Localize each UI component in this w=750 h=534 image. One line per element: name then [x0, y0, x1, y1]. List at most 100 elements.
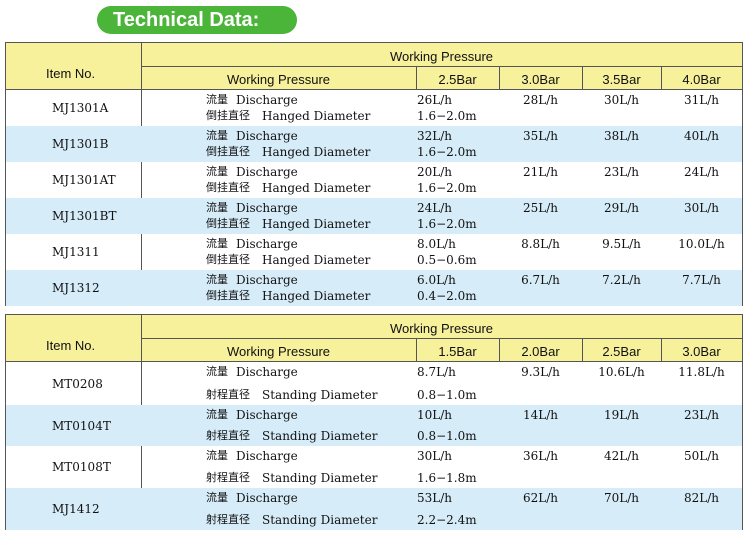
- discharge-value: 42L/h: [603, 449, 639, 463]
- discharge-value: 23L/h: [683, 408, 719, 422]
- discharge-label-zh: 流量: [206, 93, 228, 106]
- discharge-value: 10.0L/h: [678, 237, 725, 251]
- diameter-value: 1.6−2.0m: [417, 181, 477, 195]
- diameter-label: Hanged Diameter: [262, 253, 371, 267]
- discharge-value: 10L/h: [417, 408, 453, 422]
- discharge-label: Discharge: [236, 129, 298, 143]
- pressure-header: 3.0Bar: [521, 72, 560, 87]
- table-row: MJ1311 流量 Discharge 倒挂直径 Hanged Diameter 8.0L…: [6, 234, 742, 270]
- table-row: MJ1301B 流量 Discharge 倒挂直径 Hanged Diameter 32L…: [6, 126, 742, 162]
- item-number: MJ1301BT: [52, 209, 117, 223]
- discharge-value: 6.0L/h: [417, 273, 456, 287]
- diameter-value: 0.8−1.0m: [417, 429, 477, 443]
- pressure-header: 2.5Bar: [602, 344, 641, 359]
- discharge-value: 40L/h: [683, 129, 719, 143]
- discharge-label-zh: 流量: [206, 165, 228, 178]
- discharge-value: 23L/h: [603, 165, 639, 179]
- page-title: Technical Data:: [113, 9, 260, 31]
- divider: [6, 89, 742, 90]
- diameter-label-zh: 倒挂直径: [206, 109, 250, 122]
- item-number: MJ1301B: [52, 137, 109, 151]
- diameter-label-zh: 倒挂直径: [206, 289, 250, 302]
- divider: [661, 66, 662, 89]
- divider: [582, 66, 583, 89]
- diameter-value: 1.6−2.0m: [417, 217, 477, 231]
- discharge-value: 6.7L/h: [521, 273, 560, 287]
- technical-table-1: Item No. Working Pressure Working Pressure…: [5, 42, 743, 306]
- item-number: MJ1312: [52, 281, 100, 295]
- diameter-label: Hanged Diameter: [262, 145, 371, 159]
- item-number: MT0208: [52, 377, 103, 391]
- working-pressure-subheader: Working Pressure: [226, 72, 331, 87]
- discharge-value: 35L/h: [522, 129, 558, 143]
- discharge-value: 10.6L/h: [598, 365, 645, 379]
- divider: [141, 66, 742, 67]
- table-row: MT0104T 流量 Discharge 射程直径 Standing Diameter 1…: [6, 405, 742, 446]
- discharge-value: 28L/h: [522, 93, 558, 107]
- discharge-label: Discharge: [236, 365, 298, 379]
- diameter-label-zh: 倒挂直径: [206, 145, 250, 158]
- discharge-label-zh: 流量: [206, 491, 228, 504]
- item-number: MT0104T: [52, 419, 111, 433]
- diameter-label: Hanged Diameter: [262, 109, 371, 123]
- discharge-value: 32L/h: [417, 129, 453, 143]
- discharge-value: 21L/h: [522, 165, 558, 179]
- item-no-header: Item No.: [46, 66, 96, 81]
- discharge-value: 36L/h: [522, 449, 558, 463]
- divider: [499, 66, 500, 89]
- diameter-label-zh: 射程直径: [206, 429, 250, 442]
- discharge-label: Discharge: [236, 491, 298, 505]
- discharge-value: 20L/h: [417, 165, 453, 179]
- divider: [416, 338, 417, 361]
- diameter-value: 0.8−1.0m: [417, 388, 477, 402]
- table-row: MJ1301AT 流量 Discharge 倒挂直径 Hanged Diameter 20…: [6, 162, 742, 198]
- divider: [499, 338, 500, 361]
- discharge-value: 7.2L/h: [602, 273, 641, 287]
- pressure-header: 3.5Bar: [602, 72, 641, 87]
- table-row: MJ1412 流量 Discharge 射程直径 Standing Diameter 53…: [6, 488, 742, 530]
- discharge-value: 82L/h: [683, 491, 719, 505]
- discharge-label-zh: 流量: [206, 129, 228, 142]
- diameter-label: Hanged Diameter: [262, 181, 371, 195]
- diameter-value: 0.5−0.6m: [417, 253, 477, 267]
- discharge-value: 62L/h: [522, 491, 558, 505]
- discharge-value: 8.8L/h: [521, 237, 560, 251]
- table-row: MJ1301BT 流量 Discharge 倒挂直径 Hanged Diameter 24…: [6, 198, 742, 234]
- diameter-label: Hanged Diameter: [262, 289, 371, 303]
- discharge-value: 9.3L/h: [521, 365, 560, 379]
- discharge-label: Discharge: [236, 449, 298, 463]
- diameter-value: 0.4−2.0m: [417, 289, 477, 303]
- diameter-label-zh: 倒挂直径: [206, 217, 250, 230]
- discharge-value: 29L/h: [603, 201, 639, 215]
- diameter-value: 2.2−2.4m: [417, 513, 477, 527]
- item-number: MJ1311: [52, 245, 100, 259]
- discharge-label-zh: 流量: [206, 201, 228, 214]
- divider: [6, 361, 742, 362]
- diameter-label: Hanged Diameter: [262, 217, 371, 231]
- divider: [141, 43, 142, 305]
- discharge-label-zh: 流量: [206, 408, 228, 421]
- diameter-value: 1.6−2.0m: [417, 145, 477, 159]
- discharge-value: 14L/h: [522, 408, 558, 422]
- table-row: MT0108T 流量 Discharge 射程直径 Standing Diameter 3…: [6, 446, 742, 488]
- divider: [416, 66, 417, 89]
- discharge-value: 8.0L/h: [417, 237, 456, 251]
- discharge-value: 30L/h: [417, 449, 453, 463]
- working-pressure-group-header: Working Pressure: [389, 321, 494, 336]
- discharge-value: 19L/h: [603, 408, 639, 422]
- discharge-value: 8.7L/h: [417, 365, 456, 379]
- diameter-label-zh: 射程直径: [206, 471, 250, 484]
- table-row: MJ1301A 流量 Discharge 倒挂直径 Hanged Diameter 26L…: [6, 90, 742, 126]
- discharge-value: 26L/h: [417, 93, 453, 107]
- discharge-value: 30L/h: [683, 201, 719, 215]
- diameter-label: Standing Diameter: [262, 513, 378, 527]
- discharge-label-zh: 流量: [206, 365, 228, 378]
- discharge-label-zh: 流量: [206, 273, 228, 286]
- discharge-value: 30L/h: [603, 93, 639, 107]
- technical-table-2: Item No. Working Pressure Working Pressure…: [5, 314, 743, 530]
- discharge-value: 9.5L/h: [602, 237, 641, 251]
- divider: [141, 338, 742, 339]
- item-number: MJ1412: [52, 502, 100, 516]
- discharge-value: 7.7L/h: [682, 273, 721, 287]
- item-number: MJ1301A: [52, 101, 109, 115]
